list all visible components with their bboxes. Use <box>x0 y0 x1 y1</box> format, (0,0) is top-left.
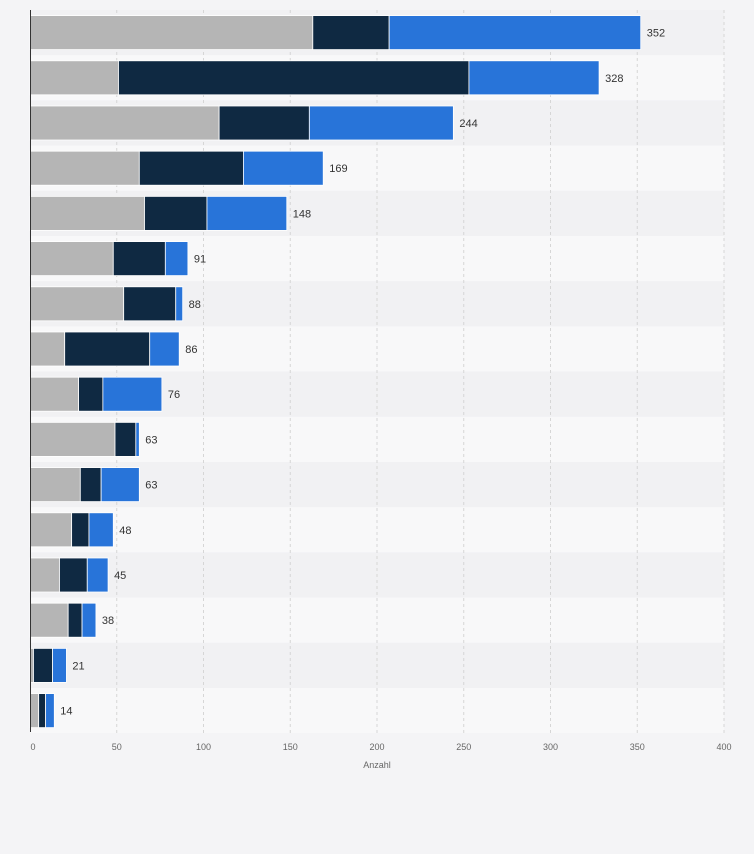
bar-segment-2[interactable] <box>67 602 83 638</box>
bar-total-label: 244 <box>459 118 477 130</box>
bar-segment-2[interactable] <box>118 60 470 96</box>
bar-segment-2[interactable] <box>33 648 53 683</box>
bar-segment-3[interactable] <box>45 693 55 728</box>
bar-segment-2[interactable] <box>64 331 151 367</box>
bar-segment-2[interactable] <box>112 241 166 277</box>
bar-segment-1[interactable] <box>29 105 220 141</box>
bar-segment-2[interactable] <box>59 557 88 593</box>
x-axis-title: Anzahl <box>363 760 391 770</box>
bar-segment-3[interactable] <box>52 648 67 683</box>
bar-segment-3[interactable] <box>388 15 642 51</box>
bar-segment-2[interactable] <box>71 512 90 548</box>
bar-segment-3[interactable] <box>135 421 140 457</box>
bar-segment-2[interactable] <box>312 15 390 51</box>
bar-segment-1[interactable] <box>29 195 145 231</box>
bar-total-label: 88 <box>189 299 201 311</box>
bar-segment-3[interactable] <box>86 557 109 593</box>
x-tick-label: 350 <box>630 742 645 752</box>
bar-total-label: 38 <box>102 615 114 627</box>
bar-total-label: 45 <box>114 570 126 582</box>
bar-segment-1[interactable] <box>29 602 69 638</box>
bar-segment-2[interactable] <box>144 195 208 231</box>
bar-total-label: 63 <box>145 480 157 492</box>
bar-total-label: 86 <box>185 344 197 356</box>
bar-segment-2[interactable] <box>218 105 310 141</box>
x-tick-label: 150 <box>283 742 298 752</box>
bar-segment-1[interactable] <box>29 467 81 503</box>
x-tick-label: 250 <box>456 742 471 752</box>
bar-segment-1[interactable] <box>29 693 40 728</box>
bar-segment-1[interactable] <box>29 376 79 412</box>
bar-segment-1[interactable] <box>29 241 114 277</box>
bar-segment-3[interactable] <box>88 512 114 548</box>
bar-segment-2[interactable] <box>114 421 137 457</box>
bar-total-label: 48 <box>119 525 131 537</box>
bar-total-label: 169 <box>329 163 347 175</box>
bar-total-label: 148 <box>293 208 311 220</box>
bar-total-label: 91 <box>194 254 206 266</box>
bar-total-label: 63 <box>145 434 157 446</box>
bar-total-label: 328 <box>605 73 623 85</box>
bar-segment-3[interactable] <box>243 150 324 186</box>
bar-segment-3[interactable] <box>308 105 454 141</box>
bar-segment-2[interactable] <box>78 376 104 412</box>
x-tick-label: 50 <box>112 742 122 752</box>
bar-segment-3[interactable] <box>206 195 288 231</box>
bar-total-label: 352 <box>647 28 665 40</box>
bar-segment-3[interactable] <box>81 602 97 638</box>
bar-segment-2[interactable] <box>38 693 47 728</box>
bar-segment-1[interactable] <box>29 421 116 457</box>
x-tick-label: 100 <box>196 742 211 752</box>
x-tick-label: 300 <box>543 742 558 752</box>
bar-segment-1[interactable] <box>29 15 314 51</box>
bar-segment-2[interactable] <box>138 150 244 186</box>
bar-segment-2[interactable] <box>79 467 102 503</box>
bar-segment-3[interactable] <box>164 241 189 277</box>
bar-segment-1[interactable] <box>29 286 125 322</box>
bar-segment-1[interactable] <box>29 512 73 548</box>
x-tick-label: 200 <box>369 742 384 752</box>
bar-segment-1[interactable] <box>29 60 119 96</box>
bar-total-label: 76 <box>168 389 180 401</box>
bar-total-label: 21 <box>72 660 84 672</box>
bar-total-label: 14 <box>60 706 72 718</box>
bar-segment-1[interactable] <box>29 331 66 367</box>
x-tick-label: 0 <box>30 742 35 752</box>
bar-segment-1[interactable] <box>29 557 60 593</box>
bar-segment-3[interactable] <box>102 376 163 412</box>
bar-segment-3[interactable] <box>100 467 140 503</box>
bar-segment-3[interactable] <box>468 60 600 96</box>
bar-segment-3[interactable] <box>175 286 184 322</box>
x-tick-label: 400 <box>716 742 731 752</box>
bar-segment-2[interactable] <box>123 286 177 322</box>
bar-segment-3[interactable] <box>149 331 180 367</box>
bar-segment-1[interactable] <box>29 150 140 186</box>
